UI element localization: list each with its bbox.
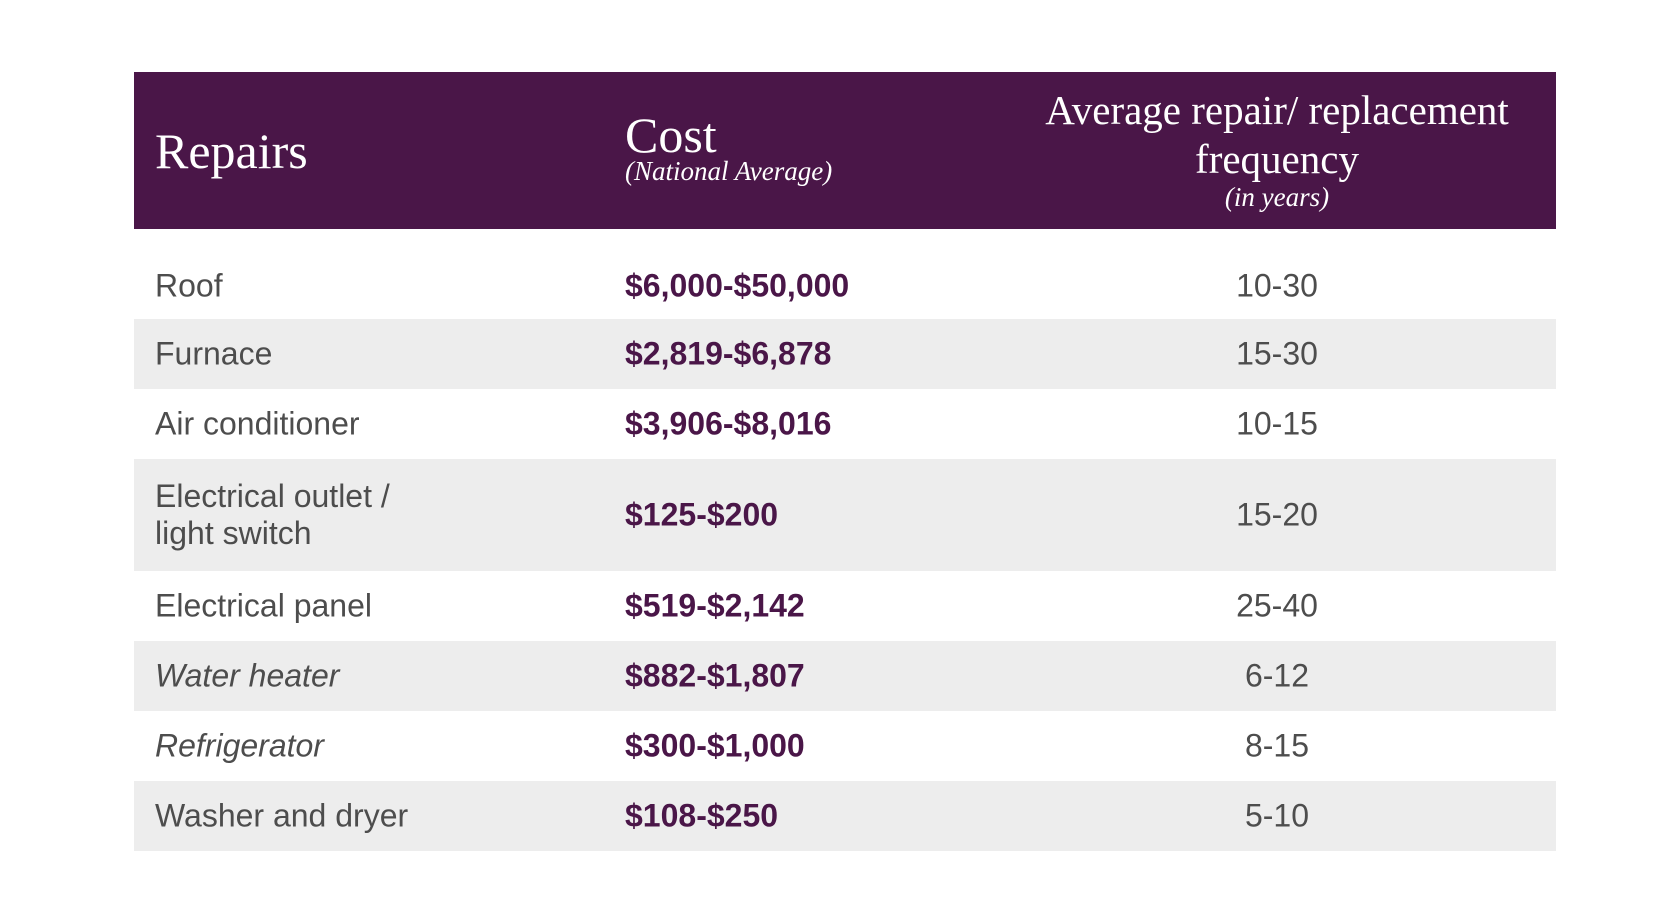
- table-row: Refrigerator $300-$1,000 8-15: [134, 711, 1556, 781]
- repair-name: Washer and dryer: [155, 797, 409, 834]
- repair-frequency: 6-12: [1244, 657, 1310, 694]
- repair-frequency: 5-10: [1244, 797, 1310, 834]
- repair-name: Furnace: [155, 335, 273, 372]
- repair-frequency: 15-20: [1236, 496, 1318, 533]
- repair-name: Electrical panel: [155, 587, 372, 624]
- repair-name: Refrigerator: [155, 727, 324, 764]
- repair-frequency: 8-15: [1244, 727, 1310, 764]
- table-row: Air conditioner $3,906-$8,016 10-15: [134, 389, 1556, 459]
- header-cost-note: (National Average): [625, 156, 833, 186]
- table-header: Repairs Cost (National Average) Average …: [134, 72, 1556, 229]
- repair-frequency: 25-40: [1236, 587, 1318, 624]
- repair-name: Air conditioner: [155, 405, 360, 442]
- repair-cost: $519-$2,142: [625, 587, 805, 624]
- table-body: Roof $6,000-$50,000 10-30 Furnace $2,819-$6,…: [134, 253, 1556, 851]
- repair-frequency: 10-15: [1236, 405, 1318, 442]
- table-row: Roof $6,000-$50,000 10-30: [134, 253, 1556, 319]
- header-frequency: Average repair/ replacement frequency: [1045, 87, 1509, 182]
- table-row: Furnace $2,819-$6,878 15-30: [134, 319, 1556, 389]
- table-row: Water heater $882-$1,807 6-12: [134, 641, 1556, 711]
- repair-cost: $108-$250: [625, 797, 779, 834]
- repair-cost: $882-$1,807: [625, 657, 805, 694]
- table-row: Electrical outlet / light switch $125-$20…: [134, 459, 1556, 571]
- repair-frequency: 10-30: [1236, 267, 1318, 304]
- table-row: Washer and dryer $108-$250 5-10: [134, 781, 1556, 851]
- repair-frequency: 15-30: [1236, 335, 1318, 372]
- repair-name: Electrical outlet / light switch: [155, 478, 390, 551]
- repair-name: Roof: [155, 267, 223, 304]
- table-row: Electrical panel $519-$2,142 25-40: [134, 571, 1556, 641]
- repair-cost: $300-$1,000: [625, 727, 805, 764]
- repair-cost: $2,819-$6,878: [625, 335, 832, 372]
- repair-cost: $6,000-$50,000: [625, 267, 850, 304]
- repair-name: Water heater: [155, 657, 340, 694]
- header-cost: Cost: [625, 107, 717, 163]
- repair-cost: $3,906-$8,016: [625, 405, 832, 442]
- repair-cost-table: Repairs Cost (National Average) Average …: [134, 72, 1556, 851]
- header-repairs: Repairs: [155, 122, 308, 179]
- header-frequency-note: (in years): [1224, 182, 1330, 212]
- repair-cost: $125-$200: [625, 496, 779, 533]
